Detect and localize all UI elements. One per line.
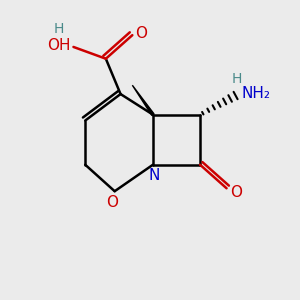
Text: OH: OH xyxy=(48,38,71,53)
Text: O: O xyxy=(230,185,242,200)
Text: H: H xyxy=(54,22,64,36)
Text: O: O xyxy=(135,26,147,41)
Text: H: H xyxy=(232,72,242,86)
Text: O: O xyxy=(106,195,118,210)
Polygon shape xyxy=(132,85,154,116)
Text: N: N xyxy=(149,168,160,183)
Text: NH₂: NH₂ xyxy=(242,86,271,101)
